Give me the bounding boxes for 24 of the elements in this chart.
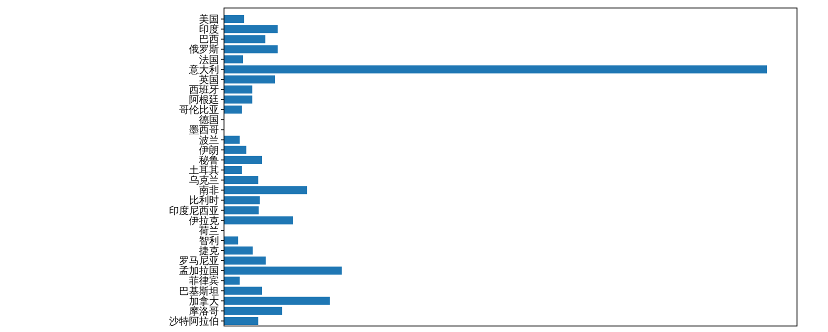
y-tick-label: 智利 <box>199 234 219 247</box>
y-tick-label: 德国 <box>199 115 219 126</box>
y-tick-label: 伊拉克 <box>189 214 219 227</box>
y-tick-label: 印度尼西亚 <box>169 204 219 217</box>
y-tick-label: 法国 <box>199 54 219 66</box>
y-tick-label: 摩洛哥 <box>189 305 219 318</box>
y-tick-label: 波兰 <box>199 134 219 146</box>
y-tick-label: 英国 <box>199 74 219 86</box>
y-tick-label: 菲律宾 <box>189 275 219 288</box>
y-tick-label: 哥伦比亚 <box>179 104 219 116</box>
y-tick-label: 意大利 <box>188 64 219 76</box>
y-tick-label: 伊朗 <box>199 144 219 156</box>
y-tick-label: 捷克 <box>199 245 219 258</box>
y-tick-label: 秘鲁 <box>199 154 219 166</box>
y-tick-label: 土耳其 <box>189 164 219 176</box>
y-tick-label: 俄罗斯 <box>189 44 219 56</box>
y-tick-label: 西班牙 <box>189 84 219 96</box>
y-tick-label: 巴基斯坦 <box>179 285 219 298</box>
y-tick-label: 印度 <box>199 24 219 36</box>
y-tick-label: 比利时 <box>189 194 219 207</box>
y-tick-label: 墨西哥 <box>189 125 219 136</box>
y-tick-label: 荷兰 <box>199 224 219 237</box>
y-tick-label: 沙特阿拉伯 <box>169 315 219 328</box>
y-tick-label: 加拿大 <box>189 295 219 308</box>
